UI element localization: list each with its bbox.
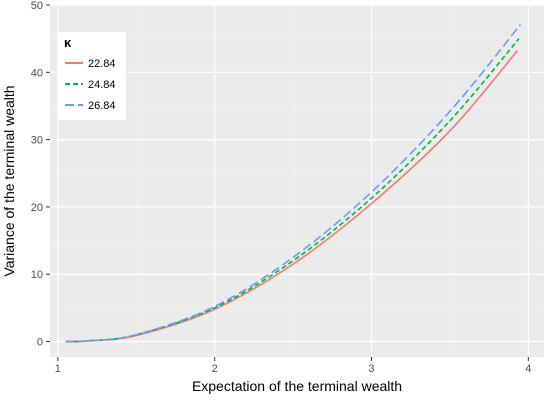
series-line-24.84 [65,38,520,343]
x-tick-label: 4 [525,363,531,375]
major-gridlines [50,4,544,357]
x-tick-label: 3 [368,363,374,375]
x-tick-label: 2 [212,363,218,375]
y-tick-label: 20 [31,202,43,214]
legend-label: 24.84 [88,79,116,91]
y-tick-label: 30 [31,135,43,147]
panel-background [50,5,544,357]
series-line-26.84 [65,24,522,343]
y-tick-label: 0 [37,337,43,349]
legend-entries: 22.84 24.84 26.84 [65,58,116,112]
legend-label: 26.84 [88,100,116,112]
x-tick-label: 1 [55,363,61,375]
y-tick-label: 40 [31,67,43,79]
legend-label: 22.84 [88,58,116,70]
series-lines [65,24,522,343]
y-axis-title: Variance of the terminal wealth [1,85,17,276]
legend-title: κ [64,35,72,50]
y-axis-ticks: 0 10 20 30 40 50 [31,0,50,349]
x-axis-ticks: 1 2 3 4 [55,357,531,375]
y-tick-label: 50 [31,0,43,12]
minor-gridlines [50,5,544,357]
y-tick-label: 10 [31,269,43,281]
x-axis-title: Expectation of the terminal wealth [192,378,402,394]
legend: κ 22.84 24.84 26.84 [58,32,126,120]
